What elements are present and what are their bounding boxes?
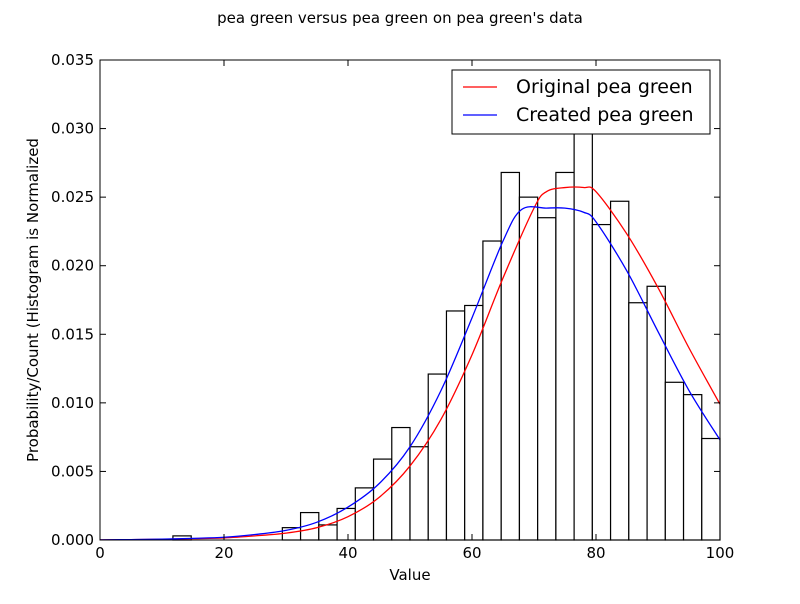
histogram-bar <box>409 446 429 541</box>
histogram-bar <box>318 524 338 541</box>
histogram-bar <box>609 200 630 541</box>
plot-area-frame <box>99 59 721 541</box>
histogram-bar <box>464 304 484 541</box>
x-tick-label: 100 <box>706 544 735 562</box>
histogram-bar <box>628 302 648 541</box>
density-curves <box>99 186 721 541</box>
histogram-bar <box>482 240 502 541</box>
histogram-bar <box>646 285 666 541</box>
axis-ticks: 0 20 40 60 80 100 0.000 0.005 0.010 0.015 0.020 0.0… <box>51 51 734 562</box>
histogram-bar <box>591 223 612 541</box>
legend-entry-label: Original pea green <box>516 76 693 98</box>
y-axis-label: Probability/Count (Histogram is Normaliz… <box>24 138 42 462</box>
x-tick-label: 20 <box>214 544 233 562</box>
histogram-bar <box>701 437 721 541</box>
legend: Original pea green Created pea green <box>451 69 711 135</box>
histogram-bar <box>336 507 356 541</box>
x-tick-label: 60 <box>462 544 481 562</box>
histogram-bar <box>537 217 557 541</box>
series-line-created <box>99 206 721 541</box>
x-tick-label: 80 <box>586 544 605 562</box>
y-tick-label: 0.030 <box>51 120 94 138</box>
x-tick-label: 0 <box>95 544 105 562</box>
chart-title: pea green versus pea green on pea green'… <box>217 9 583 27</box>
histogram-bar <box>500 171 521 541</box>
y-tick-label: 0.000 <box>51 531 94 549</box>
histogram-bar <box>555 171 575 541</box>
y-tick-label: 0.010 <box>51 394 94 412</box>
y-tick-label: 0.015 <box>51 325 94 343</box>
y-tick-label: 0.005 <box>51 462 94 480</box>
y-tick-label: 0.025 <box>51 188 94 206</box>
histogram-bar <box>518 196 539 541</box>
y-tick-label: 0.035 <box>51 51 94 69</box>
y-tick-label: 0.020 <box>51 257 94 275</box>
histogram-bar <box>445 310 466 541</box>
histogram-bar <box>664 381 685 541</box>
histogram-bar <box>682 394 703 541</box>
legend-entry-label: Created pea green <box>516 104 694 126</box>
x-axis-label: Value <box>389 566 430 584</box>
legend-box <box>451 69 711 135</box>
histogram-bars <box>172 125 721 541</box>
x-tick-label: 40 <box>338 544 357 562</box>
